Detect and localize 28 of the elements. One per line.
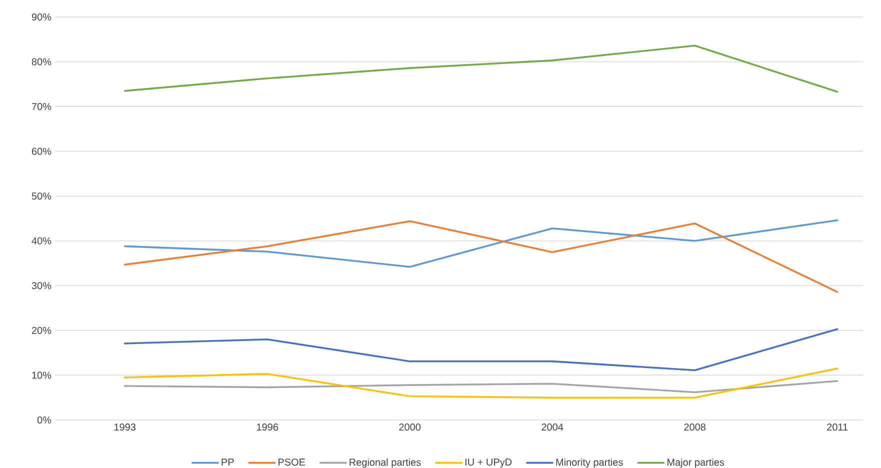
y-tick-label: 40% [32, 237, 52, 244]
line-series [124, 368, 838, 398]
y-tick-label: 90% [32, 13, 52, 21]
line-series [124, 44, 838, 93]
x-tick-label: 1993 [114, 424, 136, 431]
legend-label: IU + UPyD [465, 458, 512, 468]
line-series [124, 328, 838, 372]
x-tick-label: 2008 [684, 424, 706, 431]
y-tick-label: 70% [32, 103, 52, 110]
x-tick-label: 1996 [256, 424, 278, 431]
legend-label: PSOE [278, 458, 306, 466]
y-tick-label: 10% [32, 372, 52, 379]
line-series [124, 219, 838, 268]
legend-label: Regional parties [350, 458, 421, 468]
x-tick-label: 2004 [542, 424, 564, 431]
y-tick-label: 80% [32, 58, 52, 66]
y-tick-label: 0% [37, 416, 52, 424]
legend-label: Minority parties [556, 458, 623, 468]
y-tick-label: 20% [32, 326, 52, 334]
legend-label: Major parties [667, 458, 724, 468]
y-tick-label: 30% [32, 282, 52, 290]
line-series [124, 220, 838, 293]
line-series [124, 380, 838, 394]
y-tick-label: 50% [32, 192, 52, 200]
x-tick-label: 2000 [399, 424, 421, 431]
y-tick-label: 60% [32, 148, 52, 155]
x-tick-label: 2011 [827, 424, 848, 431]
legend-label: PP [222, 458, 234, 466]
